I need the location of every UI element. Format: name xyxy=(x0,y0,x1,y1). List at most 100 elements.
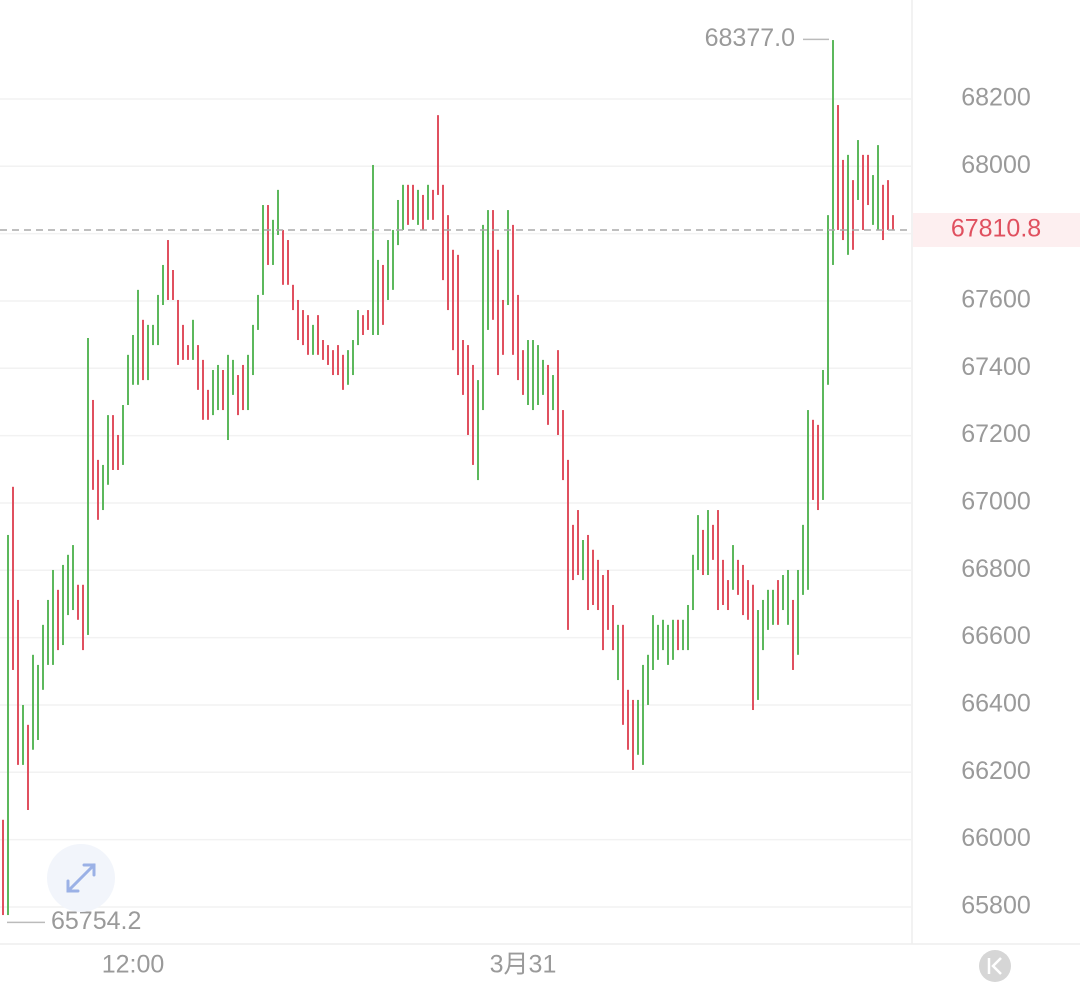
candle xyxy=(107,415,109,485)
candle xyxy=(112,415,114,470)
candle xyxy=(277,189,279,235)
candle xyxy=(627,689,629,750)
candle xyxy=(162,264,164,306)
candle xyxy=(252,324,254,376)
candle xyxy=(507,210,509,306)
candle xyxy=(167,240,169,300)
y-tick-label: 66600 xyxy=(961,622,1031,650)
candle xyxy=(342,354,344,390)
candle xyxy=(752,584,754,711)
candle xyxy=(157,294,159,346)
candle xyxy=(442,184,444,281)
candle xyxy=(837,105,839,230)
y-tick-label: 68200 xyxy=(961,84,1031,112)
candle xyxy=(827,215,829,385)
candle xyxy=(712,524,714,560)
candle xyxy=(27,724,29,811)
candle xyxy=(352,340,354,376)
candle xyxy=(632,699,634,770)
candle xyxy=(397,199,399,246)
candle xyxy=(457,254,459,376)
y-tick-label: 66000 xyxy=(961,824,1031,852)
candle xyxy=(492,210,494,320)
candle xyxy=(697,515,699,570)
candle xyxy=(67,554,69,616)
candle xyxy=(137,289,139,385)
y-tick-label: 66200 xyxy=(961,757,1031,785)
candle xyxy=(587,534,589,611)
candle xyxy=(267,205,269,265)
candle xyxy=(577,510,579,576)
candle xyxy=(177,299,179,365)
candle xyxy=(332,350,334,376)
candle xyxy=(807,410,809,590)
candle xyxy=(147,324,149,381)
candle xyxy=(237,375,239,416)
reset-bg xyxy=(979,950,1011,982)
y-tick-label: 67600 xyxy=(961,286,1031,314)
candle xyxy=(547,364,549,425)
expand-icon xyxy=(66,863,96,893)
candle xyxy=(152,324,154,346)
candle xyxy=(872,175,874,225)
candle xyxy=(782,575,784,611)
candle xyxy=(597,559,599,611)
candle xyxy=(432,189,434,220)
candle xyxy=(222,369,224,411)
candle xyxy=(772,589,774,625)
candle xyxy=(832,40,834,265)
reset-icon xyxy=(987,957,1002,975)
candle xyxy=(482,224,484,411)
candle xyxy=(242,364,244,411)
candle xyxy=(792,599,794,670)
candle xyxy=(802,524,804,595)
reset-button[interactable] xyxy=(979,950,1011,982)
candle xyxy=(227,354,229,441)
candle xyxy=(32,654,34,750)
candle xyxy=(322,340,324,360)
expand-button[interactable] xyxy=(47,844,115,912)
candle xyxy=(327,345,329,365)
max-label: 68377.0 xyxy=(705,24,795,52)
candle xyxy=(317,315,319,355)
candle xyxy=(92,399,94,490)
candle xyxy=(37,664,39,740)
candle xyxy=(887,180,889,230)
candle xyxy=(527,340,529,406)
candle xyxy=(812,419,814,500)
candle xyxy=(747,580,749,620)
candle xyxy=(377,259,379,335)
candle xyxy=(17,599,19,765)
candle xyxy=(72,545,74,611)
candle xyxy=(767,589,769,630)
candle xyxy=(652,615,654,670)
candle xyxy=(337,345,339,376)
candle xyxy=(272,219,274,265)
candle xyxy=(862,154,864,230)
candle xyxy=(532,340,534,411)
candle xyxy=(667,624,669,665)
candle xyxy=(857,140,859,200)
candle xyxy=(412,184,414,220)
candle xyxy=(817,424,819,511)
candle xyxy=(62,564,64,646)
candle xyxy=(392,229,394,290)
candle xyxy=(607,569,609,630)
candle xyxy=(722,559,724,605)
y-tick-label: 67400 xyxy=(961,353,1031,381)
candle xyxy=(602,575,604,651)
candle xyxy=(247,354,249,411)
candle xyxy=(852,180,854,250)
candle xyxy=(707,510,709,576)
candle xyxy=(797,569,799,655)
candle xyxy=(497,249,499,376)
candle xyxy=(757,610,759,700)
y-tick-label: 65800 xyxy=(961,892,1031,920)
candle xyxy=(417,189,419,225)
candle xyxy=(22,704,24,765)
candle xyxy=(312,324,314,355)
candle xyxy=(142,319,144,381)
candle xyxy=(842,159,844,241)
candle xyxy=(877,145,879,230)
